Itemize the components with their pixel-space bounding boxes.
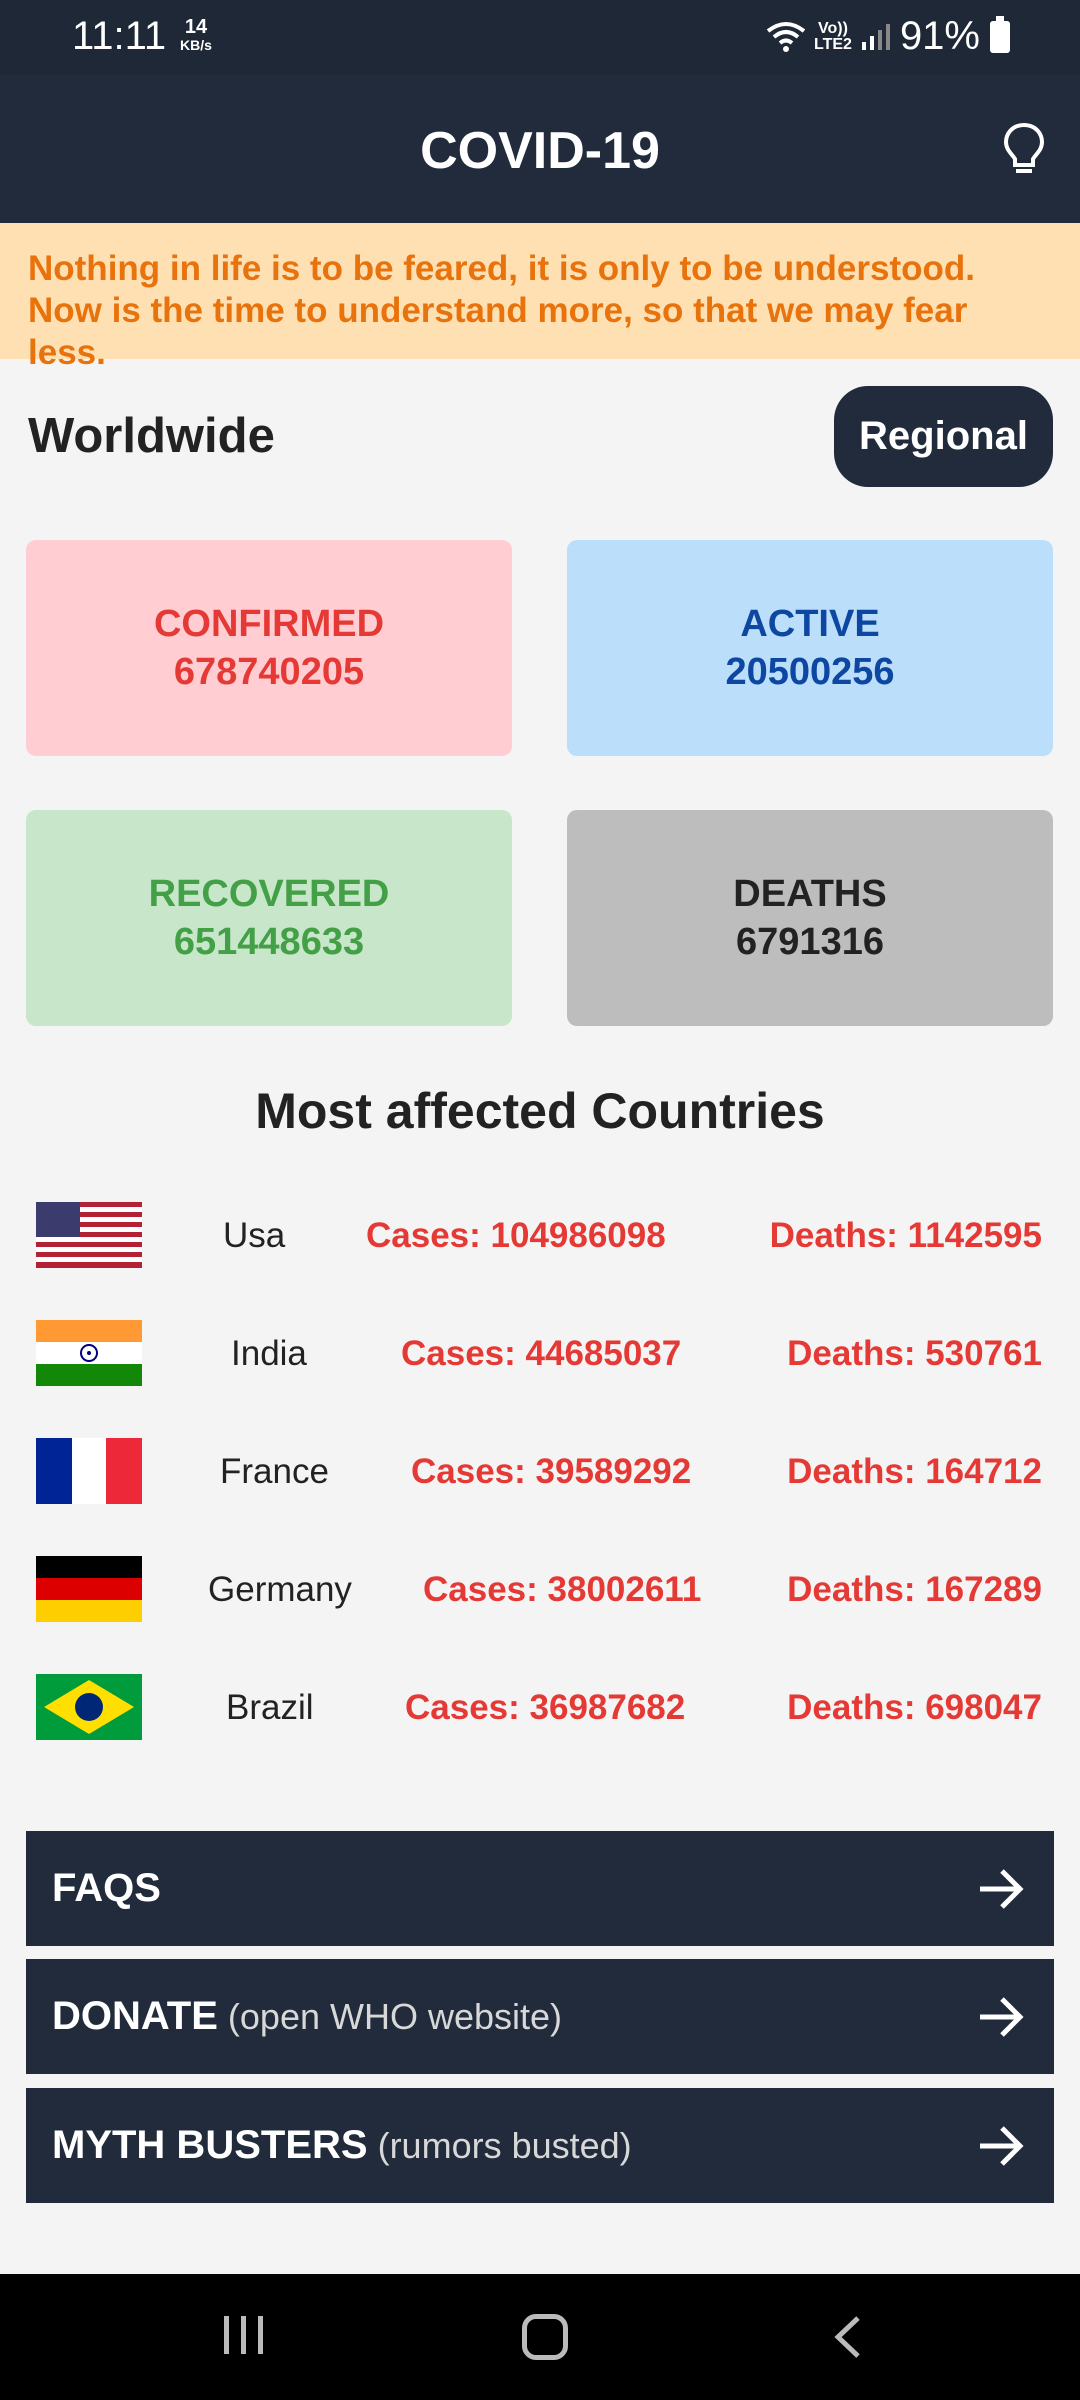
- recovered-card: RECOVERED 651448633: [26, 810, 512, 1026]
- deaths-card: DEATHS 6791316: [567, 810, 1053, 1026]
- country-deaths: Deaths: 164712: [787, 1452, 1042, 1491]
- country-row[interactable]: Brazil Cases: 36987682 Deaths: 698047: [0, 1674, 1080, 1742]
- recent-apps-icon[interactable]: [222, 2314, 266, 2356]
- active-label: ACTIVE: [740, 603, 880, 645]
- country-row[interactable]: Usa Cases: 104986098 Deaths: 1142595: [0, 1202, 1080, 1270]
- donate-button[interactable]: DONATE (open WHO website): [26, 1959, 1054, 2074]
- country-deaths: Deaths: 530761: [787, 1334, 1042, 1373]
- germany-flag-icon: [36, 1556, 142, 1622]
- myth-busters-button[interactable]: MYTH BUSTERS (rumors busted): [26, 2088, 1054, 2203]
- country-row[interactable]: France Cases: 39589292 Deaths: 164712: [0, 1438, 1080, 1506]
- recovered-value: 651448633: [173, 921, 365, 963]
- app-bar: COVID-19: [0, 75, 1080, 223]
- regional-button[interactable]: Regional: [834, 386, 1053, 487]
- country-name: Brazil: [226, 1688, 314, 1727]
- country-cases: Cases: 38002611: [423, 1570, 702, 1609]
- country-name: Germany: [208, 1570, 352, 1609]
- us-flag-icon: [36, 1202, 142, 1268]
- status-bar: 11:11 14 KB/s Vo)) LTE2 91%: [0, 0, 1080, 75]
- country-cases: Cases: 36987682: [405, 1688, 686, 1727]
- country-row[interactable]: India Cases: 44685037 Deaths: 530761: [0, 1320, 1080, 1388]
- myth-sub: (rumors busted): [377, 2124, 632, 2166]
- app-title: COVID-19: [420, 122, 660, 180]
- country-deaths: Deaths: 698047: [787, 1688, 1042, 1727]
- lightbulb-icon[interactable]: [994, 119, 1054, 179]
- home-icon[interactable]: [522, 2314, 568, 2360]
- back-icon[interactable]: [828, 2314, 868, 2360]
- country-cases: Cases: 104986098: [366, 1216, 666, 1255]
- deaths-label: DEATHS: [733, 873, 887, 915]
- quote-banner: Nothing in life is to be feared, it is o…: [0, 223, 1080, 372]
- country-deaths: Deaths: 167289: [787, 1570, 1042, 1609]
- wifi-icon: [766, 21, 806, 52]
- donate-sub: (open WHO website): [227, 1995, 563, 2037]
- country-cases: Cases: 44685037: [401, 1334, 682, 1373]
- status-right: Vo)) LTE2 91%: [766, 14, 1010, 59]
- status-time: 11:11: [72, 14, 167, 58]
- confirmed-label: CONFIRMED: [153, 603, 385, 645]
- arrow-right-icon: [980, 1869, 1024, 1909]
- country-name: France: [220, 1452, 329, 1491]
- faqs-label: FAQS: [52, 1866, 161, 1910]
- arrow-right-icon: [980, 2126, 1024, 2166]
- donate-label: DONATE: [52, 1994, 218, 2038]
- arrow-right-icon: [980, 1997, 1024, 2037]
- country-row[interactable]: Germany Cases: 38002611 Deaths: 167289: [0, 1556, 1080, 1624]
- myth-label: MYTH BUSTERS: [52, 2123, 368, 2167]
- brazil-flag-icon: [36, 1674, 142, 1740]
- country-name: Usa: [223, 1216, 286, 1255]
- system-nav-bar: [0, 2274, 1080, 2400]
- network-speed: 14 KB/s: [180, 16, 212, 53]
- confirmed-value: 678740205: [173, 651, 365, 693]
- battery-icon: [990, 15, 1010, 53]
- india-flag-icon: [36, 1320, 142, 1386]
- deaths-value: 6791316: [736, 921, 884, 963]
- worldwide-title: Worldwide: [28, 409, 275, 463]
- signal-icon: [861, 23, 890, 50]
- faqs-button[interactable]: FAQS: [26, 1831, 1054, 1946]
- country-cases: Cases: 39589292: [411, 1452, 692, 1491]
- volte-indicator: Vo)) LTE2: [814, 19, 852, 53]
- france-flag-icon: [36, 1438, 142, 1504]
- active-card: ACTIVE 20500256: [567, 540, 1053, 756]
- active-value: 20500256: [725, 651, 895, 693]
- country-name: India: [231, 1334, 307, 1373]
- countries-title: Most affected Countries: [255, 1083, 825, 1139]
- battery-percent: 91%: [899, 14, 980, 58]
- recovered-label: RECOVERED: [148, 873, 390, 915]
- confirmed-card: CONFIRMED 678740205: [26, 540, 512, 756]
- country-deaths: Deaths: 1142595: [769, 1216, 1042, 1255]
